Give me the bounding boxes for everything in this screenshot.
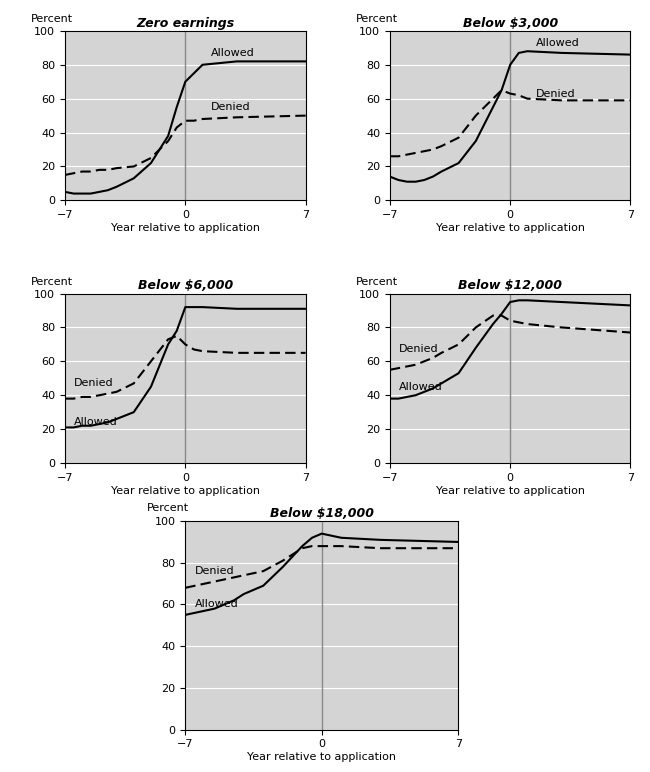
Text: Percent: Percent <box>356 277 398 286</box>
Text: Percent: Percent <box>147 503 189 513</box>
Title: Below $6,000: Below $6,000 <box>138 279 233 293</box>
Text: Denied: Denied <box>195 566 235 576</box>
Text: Denied: Denied <box>536 89 576 99</box>
Text: Allowed: Allowed <box>398 381 442 391</box>
X-axis label: Year relative to application: Year relative to application <box>111 223 260 233</box>
Text: Percent: Percent <box>31 277 73 286</box>
X-axis label: Year relative to application: Year relative to application <box>111 486 260 496</box>
Text: Allowed: Allowed <box>195 600 239 609</box>
Title: Below $18,000: Below $18,000 <box>270 507 374 520</box>
Title: Zero earnings: Zero earnings <box>136 17 235 29</box>
Text: Allowed: Allowed <box>211 48 255 58</box>
Title: Below $3,000: Below $3,000 <box>463 17 558 29</box>
X-axis label: Year relative to application: Year relative to application <box>436 223 585 233</box>
Text: Percent: Percent <box>31 14 73 24</box>
Text: Denied: Denied <box>211 102 251 112</box>
Text: Denied: Denied <box>398 344 438 354</box>
Text: Allowed: Allowed <box>536 38 580 48</box>
X-axis label: Year relative to application: Year relative to application <box>247 752 396 762</box>
Title: Below $12,000: Below $12,000 <box>458 279 562 293</box>
Text: Denied: Denied <box>73 378 113 388</box>
Text: Allowed: Allowed <box>73 418 118 428</box>
Text: Percent: Percent <box>356 14 398 24</box>
X-axis label: Year relative to application: Year relative to application <box>436 486 585 496</box>
